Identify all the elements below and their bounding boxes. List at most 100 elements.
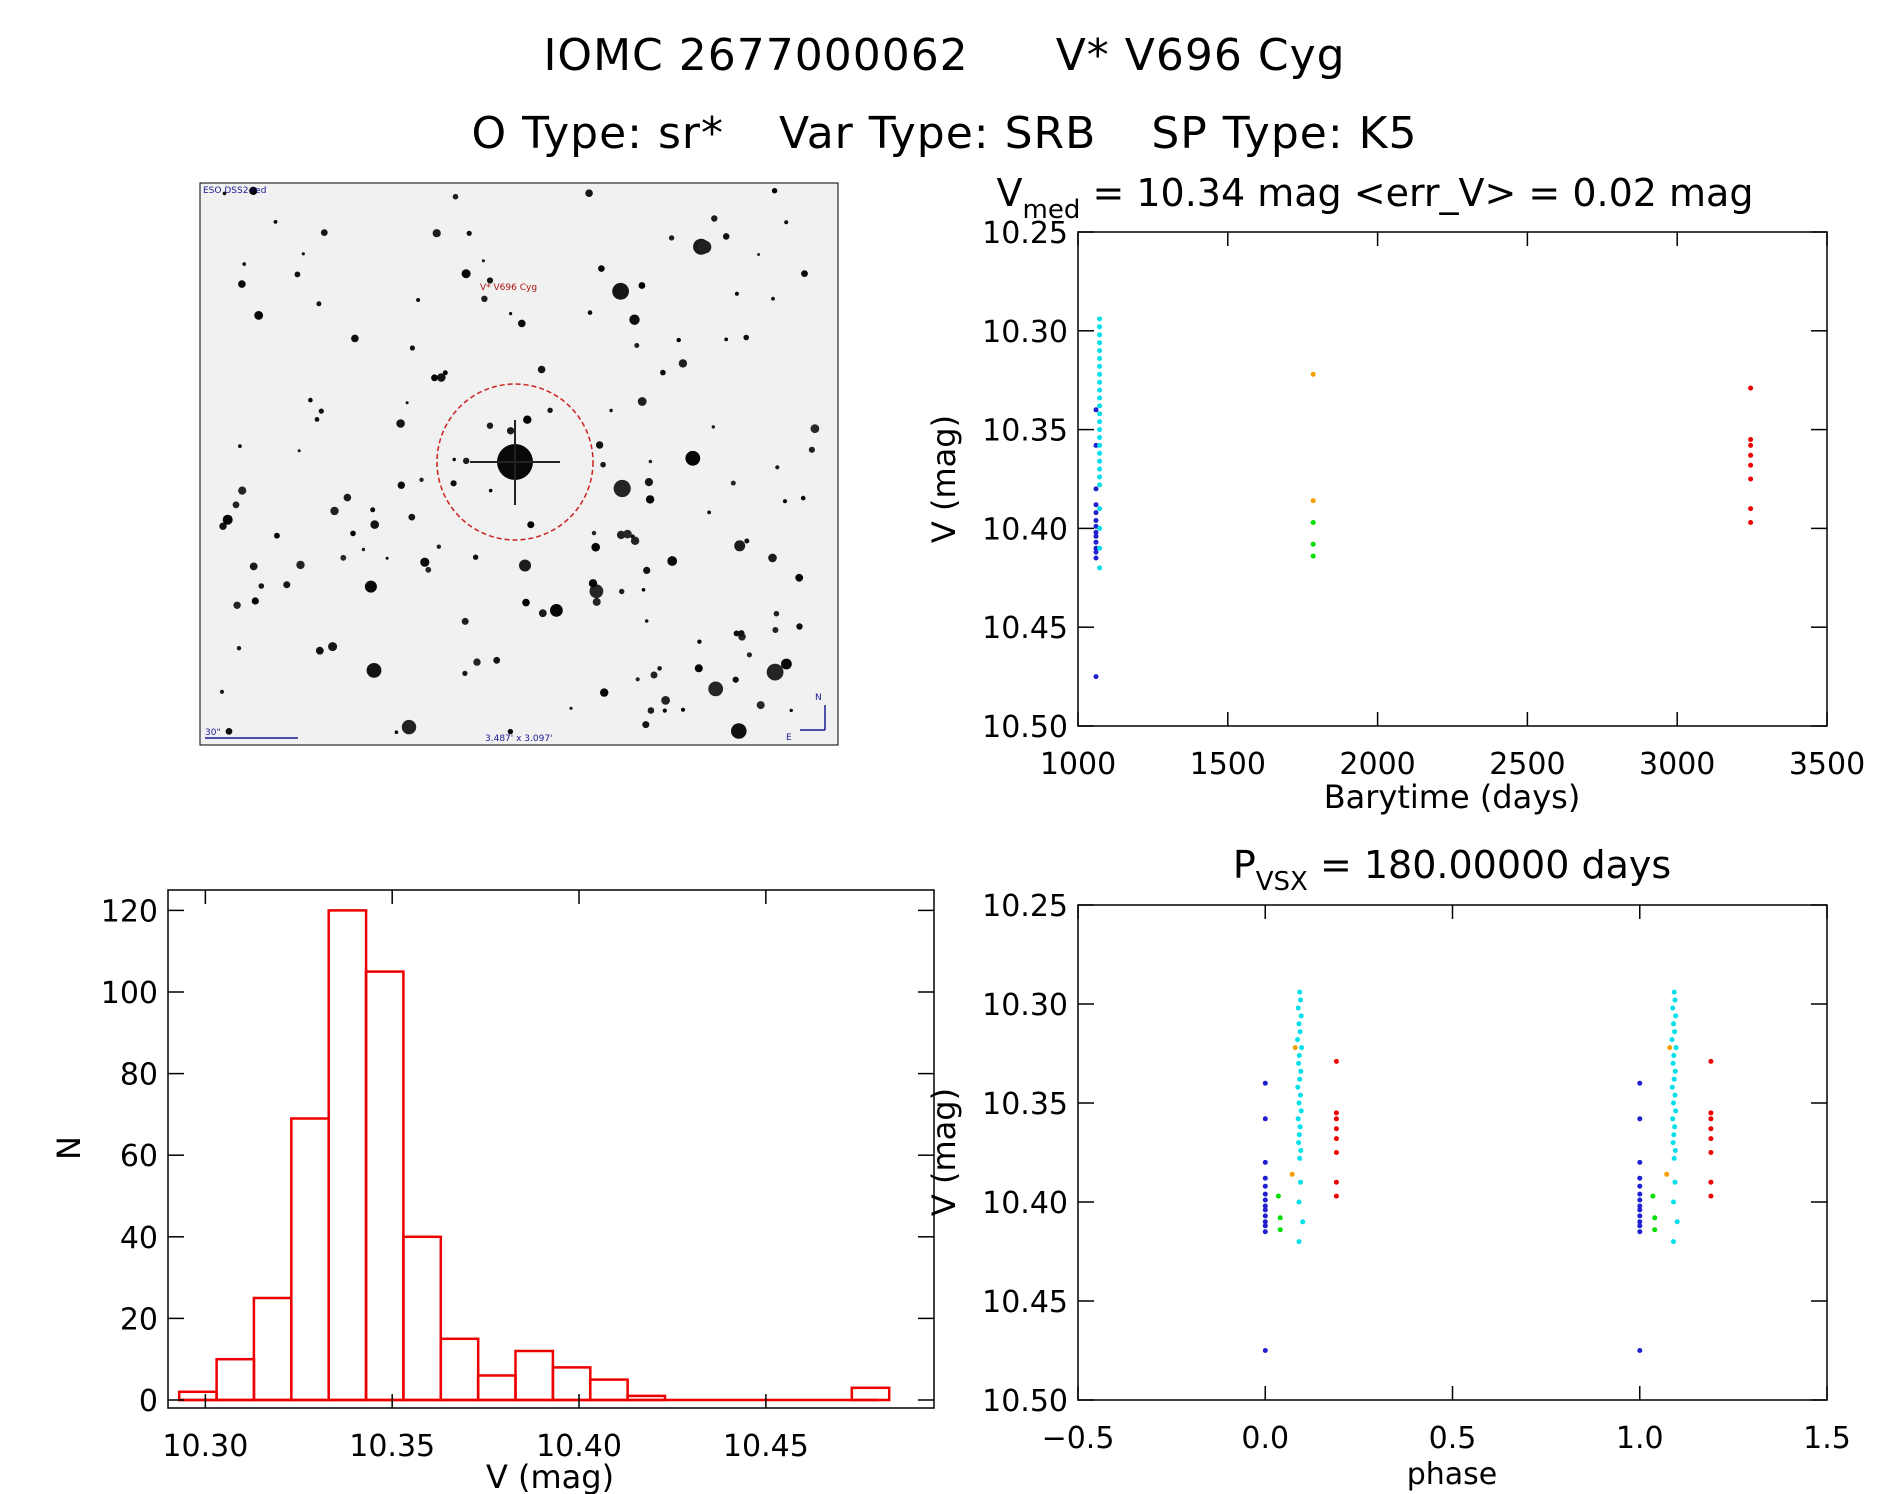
- x-tick-label: 10.45: [723, 1429, 809, 1464]
- sky-star: [238, 486, 247, 495]
- lightcurve-points: [1093, 316, 1754, 680]
- y-tick-label: 10.35: [982, 1087, 1068, 1122]
- histogram-plot: 10.30 10.35 10.40 10.45 0 20 40 60 80 100 120 V (…: [50, 889, 935, 1494]
- data-point-cyan: [1298, 1179, 1303, 1185]
- sky-star: [461, 617, 469, 625]
- data-point-cyan: [1296, 1199, 1302, 1205]
- data-point-blue: [1262, 1348, 1268, 1353]
- sky-star: [396, 419, 405, 428]
- data-point-cyan: [1296, 1100, 1302, 1106]
- y-tick-label: 10.40: [982, 1186, 1068, 1221]
- data-point-cyan: [1097, 316, 1103, 322]
- sky-star: [734, 540, 746, 552]
- x-tick-label: 0.5: [1429, 1421, 1477, 1456]
- sky-star: [519, 559, 531, 572]
- y-tick-label: 40: [120, 1221, 158, 1256]
- data-point-blue: [1093, 518, 1099, 523]
- sky-star: [274, 532, 280, 539]
- phased-plot: PVSX = 180.00000 days −0.5 0.0 0.5 1.0 1.5 1…: [925, 843, 1851, 1492]
- sky-star: [635, 677, 640, 682]
- data-point-blue: [1093, 529, 1099, 535]
- sky-star: [315, 646, 324, 655]
- histogram-bar: [327, 909, 368, 1402]
- data-point-red: [1333, 1193, 1339, 1199]
- sky-star: [681, 707, 685, 712]
- data-point-cyan: [1672, 1029, 1678, 1035]
- sky-star: [350, 530, 356, 537]
- sky-star: [732, 676, 739, 683]
- sky-star: [585, 189, 593, 197]
- sky-star: [437, 373, 446, 382]
- sky-star: [766, 663, 784, 681]
- data-point-blue: [1637, 1223, 1643, 1229]
- data-point-blue: [1093, 533, 1099, 539]
- sky-star: [743, 334, 749, 341]
- data-point-cyan: [1670, 1005, 1676, 1011]
- data-point-blue: [1093, 510, 1099, 516]
- sky-star: [678, 359, 688, 368]
- sky-star: [219, 689, 225, 694]
- sky-star: [616, 530, 626, 540]
- data-point-red: [1333, 1150, 1339, 1155]
- sptype-label: SP Type: K5: [1151, 108, 1418, 159]
- data-point-blue: [1093, 442, 1099, 448]
- data-point-orange: [1289, 1171, 1295, 1177]
- data-point-orange: [1310, 371, 1316, 377]
- data-point-cyan: [1097, 348, 1103, 354]
- y-tick-label: 10.25: [982, 889, 1068, 924]
- sky-star: [273, 220, 278, 224]
- sky-star: [744, 538, 750, 544]
- x-tick-label: 1.5: [1803, 1421, 1851, 1456]
- data-point-red: [1708, 1126, 1714, 1132]
- data-point-blue: [1262, 1223, 1268, 1229]
- data-point-cyan: [1673, 1013, 1679, 1019]
- histogram-bar: [588, 1378, 629, 1402]
- histogram-bar: [850, 1386, 891, 1402]
- data-point-blue: [1637, 1116, 1643, 1122]
- data-point-cyan: [1674, 1219, 1680, 1225]
- data-point-blue: [1637, 1203, 1643, 1209]
- data-point-cyan: [1097, 395, 1103, 401]
- sky-star: [420, 557, 430, 567]
- data-point-red: [1333, 1058, 1339, 1064]
- data-point-blue: [1262, 1197, 1268, 1203]
- data-point-blue: [1262, 1203, 1268, 1209]
- sky-image: ESO DSS2-red V* V696 Cyg 30" 3.487' x 3.…: [199, 182, 839, 746]
- x-tick-label: 3000: [1639, 747, 1715, 782]
- data-point-cyan: [1097, 411, 1103, 417]
- sky-star: [416, 298, 421, 302]
- figure-subtitle: O Type: sr* Var Type: SRB SP Type: K5: [0, 108, 1889, 159]
- sky-star: [600, 461, 606, 468]
- data-point-cyan: [1299, 1045, 1305, 1051]
- sky-star: [796, 623, 803, 630]
- y-tick-label: 20: [120, 1302, 158, 1337]
- x-tick-label: −0.5: [1042, 1421, 1115, 1456]
- data-point-cyan: [1097, 363, 1103, 369]
- sky-star: [661, 696, 670, 705]
- lc-title-rest: = 10.34 mag <err_V> = 0.02 mag: [1080, 171, 1753, 215]
- sky-star: [637, 397, 647, 406]
- data-point-cyan: [1295, 1005, 1301, 1011]
- sky-star: [314, 417, 320, 422]
- sky-star: [724, 337, 729, 342]
- east-label: E: [786, 733, 792, 743]
- sky-star: [297, 449, 301, 453]
- sky-star: [509, 312, 513, 316]
- sky-star: [598, 265, 605, 272]
- data-point-cyan: [1671, 989, 1677, 995]
- data-point-blue: [1262, 1183, 1268, 1189]
- data-point-red: [1708, 1058, 1714, 1064]
- histogram-y-axis: 0 20 40 60 80 100 120: [101, 894, 934, 1419]
- data-point-blue: [1262, 1175, 1268, 1181]
- sky-star: [316, 301, 322, 307]
- sky-star: [707, 510, 711, 515]
- fov-label: 3.487' x 3.097': [485, 734, 553, 744]
- data-point-red: [1748, 506, 1754, 512]
- y-tick-label: 10.35: [982, 414, 1068, 449]
- sky-star: [481, 259, 485, 263]
- sky-star: [722, 233, 730, 240]
- sky-star: [351, 334, 359, 343]
- phased-xlabel: phase: [1407, 1457, 1498, 1492]
- data-point-green: [1277, 1215, 1283, 1221]
